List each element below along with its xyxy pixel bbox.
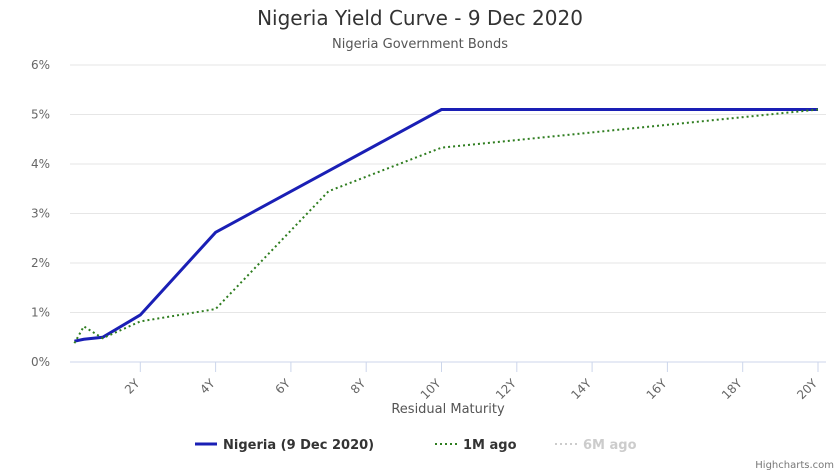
legend-label: Nigeria (9 Dec 2020) — [223, 438, 374, 453]
y-tick-label: 5% — [31, 108, 50, 122]
chart-subtitle: Nigeria Government Bonds — [332, 37, 508, 52]
legend-item[interactable]: 6M ago — [555, 438, 637, 453]
y-tick-label: 2% — [31, 256, 50, 270]
y-tick-label: 0% — [31, 355, 50, 369]
legend-item[interactable]: 1M ago — [435, 438, 517, 453]
x-tick-label: 6Y — [273, 376, 294, 397]
series-line — [73, 108, 819, 344]
chart-title: Nigeria Yield Curve - 9 Dec 2020 — [257, 6, 583, 30]
x-tick-label: 12Y — [493, 376, 519, 402]
legend-item[interactable]: Nigeria (9 Dec 2020) — [195, 438, 374, 453]
y-tick-label: 3% — [31, 207, 50, 221]
x-axis-title: Residual Maturity — [391, 402, 505, 417]
x-tick-label: 20Y — [794, 376, 820, 402]
y-tick-label: 6% — [31, 58, 50, 72]
x-tick-label: 18Y — [719, 376, 745, 402]
legend-label: 1M ago — [463, 438, 517, 453]
x-tick-label: 16Y — [644, 376, 670, 402]
series-line — [74, 108, 818, 343]
x-tick-label: 4Y — [197, 376, 218, 397]
legend-label: 6M ago — [583, 438, 637, 453]
y-tick-label: 1% — [31, 306, 50, 320]
x-tick-label: 8Y — [348, 376, 369, 397]
x-tick-label: 14Y — [568, 376, 594, 402]
x-tick-label: 2Y — [122, 376, 143, 397]
y-tick-label: 4% — [31, 157, 50, 171]
credits: Highcharts.com — [755, 460, 834, 471]
x-tick-label: 10Y — [418, 376, 444, 402]
